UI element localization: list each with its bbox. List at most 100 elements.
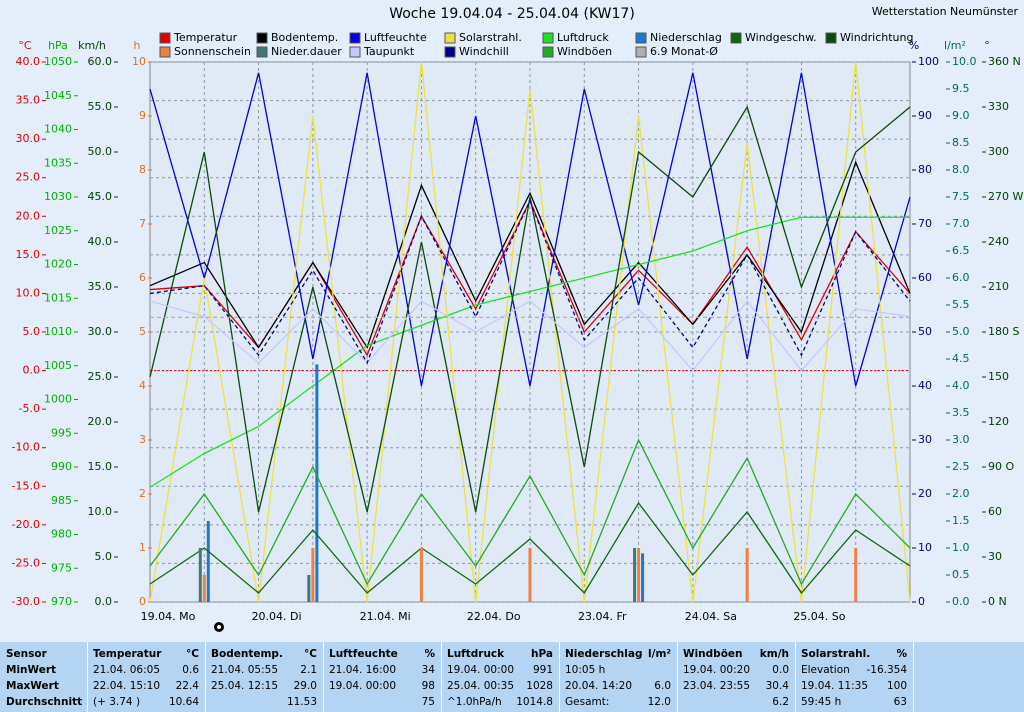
tick-label: 0 N — [988, 595, 1007, 608]
tick-label: 8.0 — [952, 163, 970, 176]
tick-label: 6 — [139, 271, 146, 284]
stats-cell: 12.0 — [647, 696, 671, 708]
row-label: Sensor — [6, 648, 47, 660]
axis-unit: % — [909, 39, 919, 52]
row-label: MaxWert — [6, 680, 59, 692]
axis-unit: ° — [984, 39, 990, 52]
column-name: Windböen — [683, 648, 743, 660]
stats-column: Luftdruck hPa 19.04. 00:00 991 25.04. 00:35 1… — [442, 642, 560, 712]
bar — [311, 548, 315, 602]
tick-label: 4 — [139, 379, 146, 392]
tick-label: 70 — [918, 217, 932, 230]
tick-label: 0 — [139, 595, 146, 608]
x-tick-label: 22.04. Do — [467, 610, 521, 623]
column-name: Temperatur — [93, 648, 162, 660]
column-name: Luftfeuchte — [329, 648, 398, 660]
legend-swatch — [256, 46, 268, 58]
tick-label: 1045 — [44, 89, 72, 102]
tick-label: 7 — [139, 217, 146, 230]
tick-label: 9 — [139, 109, 146, 122]
bar — [315, 364, 319, 602]
tick-label: -5.0 — [19, 402, 40, 415]
legend-swatch — [542, 46, 554, 58]
legend-swatch — [730, 32, 742, 44]
stats-cell: 22.04. 15:10 — [93, 680, 160, 692]
tick-label: 1050 — [44, 55, 72, 68]
tick-label: 4.5 — [952, 352, 970, 365]
tick-label: 0.0 — [95, 595, 113, 608]
stats-cell: 75 — [421, 696, 435, 708]
stats-column: Bodentemp. °C 21.04. 05:55 2.1 25.04. 12:15 2… — [206, 642, 324, 712]
tick-label: 1 — [139, 541, 146, 554]
tick-label: 6.0 — [952, 271, 970, 284]
column-unit: % — [896, 648, 907, 660]
bar — [206, 521, 210, 602]
tick-label: 4.0 — [952, 379, 970, 392]
legend-swatch — [349, 46, 361, 58]
bar — [202, 575, 206, 602]
stats-cell: 25.04. 00:35 — [447, 680, 514, 692]
tick-label: 360 N — [988, 55, 1021, 68]
tick-label: -30.0 — [12, 595, 40, 608]
tick-label: 90 — [918, 109, 932, 122]
stats-cell: 29.0 — [293, 680, 317, 692]
tick-label: 30.0 — [88, 325, 113, 338]
stats-column: Solarstrahl.% Elevation -16.354 19.04. 11:3… — [796, 642, 914, 712]
column-unit: °C — [304, 648, 317, 660]
tick-label: -25.0 — [12, 556, 40, 569]
series-line — [149, 199, 911, 365]
chart-title: Woche 19.04.04 - 25.04.04 (KW17) — [389, 6, 635, 22]
tick-label: 990 — [51, 460, 72, 473]
tick-label: 25.0 — [16, 171, 41, 184]
bar — [633, 548, 637, 602]
tick-label: 20.0 — [16, 209, 41, 222]
tick-label: 150 — [988, 370, 1009, 383]
x-tick-label: 25.04. So — [793, 610, 845, 623]
bar — [198, 548, 202, 602]
tick-label: 985 — [51, 494, 72, 507]
tick-label: 2.5 — [952, 460, 970, 473]
x-tick-label: 24.04. Sa — [685, 610, 737, 623]
tick-label: 100 — [918, 55, 939, 68]
stats-column: Temperatur °C 21.04. 06:05 0.6 22.04. 15:10 2… — [88, 642, 206, 712]
stats-cell: 19.04. 00:20 — [683, 664, 750, 676]
stats-cell: 10:05 h — [565, 664, 606, 676]
bar — [637, 548, 641, 602]
tick-label: 8.5 — [952, 136, 970, 149]
bar — [641, 553, 645, 602]
stats-cell: 10.64 — [168, 696, 199, 708]
x-tick-label: 21.04. Mi — [360, 610, 411, 623]
tick-label: 0.5 — [952, 568, 970, 581]
tick-label: 10.0 — [88, 505, 113, 518]
tick-label: 55.0 — [88, 100, 113, 113]
stats-cell: -16.354 — [866, 664, 907, 676]
tick-label: 35.0 — [88, 280, 113, 293]
stats-cell: 98 — [421, 680, 435, 692]
tick-label: 5.0 — [23, 325, 41, 338]
axis-unit: h — [134, 39, 141, 52]
tick-label: 45.0 — [88, 190, 113, 203]
series-line — [149, 300, 911, 372]
tick-label: 970 — [51, 595, 72, 608]
stats-cell: 1028 — [526, 680, 553, 692]
tick-label: 1005 — [44, 359, 72, 372]
tick-label: 3.5 — [952, 406, 970, 419]
stats-cell: 21.04. 05:55 — [211, 664, 278, 676]
column-unit: % — [424, 648, 435, 660]
legend-label: Nieder.dauer — [271, 45, 342, 58]
tick-label: 60 — [918, 271, 932, 284]
legend-swatch — [256, 32, 268, 44]
stats-cell: Gesamt: — [565, 696, 610, 708]
axis-unit: hPa — [48, 39, 68, 52]
series-line — [149, 438, 911, 586]
tick-label: 60.0 — [88, 55, 113, 68]
stats-cell: 25.04. 12:15 — [211, 680, 278, 692]
station-name: Wetterstation Neumünster — [872, 5, 1019, 18]
tick-label: 1015 — [44, 291, 72, 304]
tick-label: 90 O — [988, 460, 1014, 473]
chart: Woche 19.04.04 - 25.04.04 (KW17) Wetters… — [11, 5, 1024, 632]
stats-cell: 11.53 — [286, 696, 317, 708]
series-line — [149, 61, 911, 603]
legend-label: Bodentemp. — [271, 31, 338, 44]
